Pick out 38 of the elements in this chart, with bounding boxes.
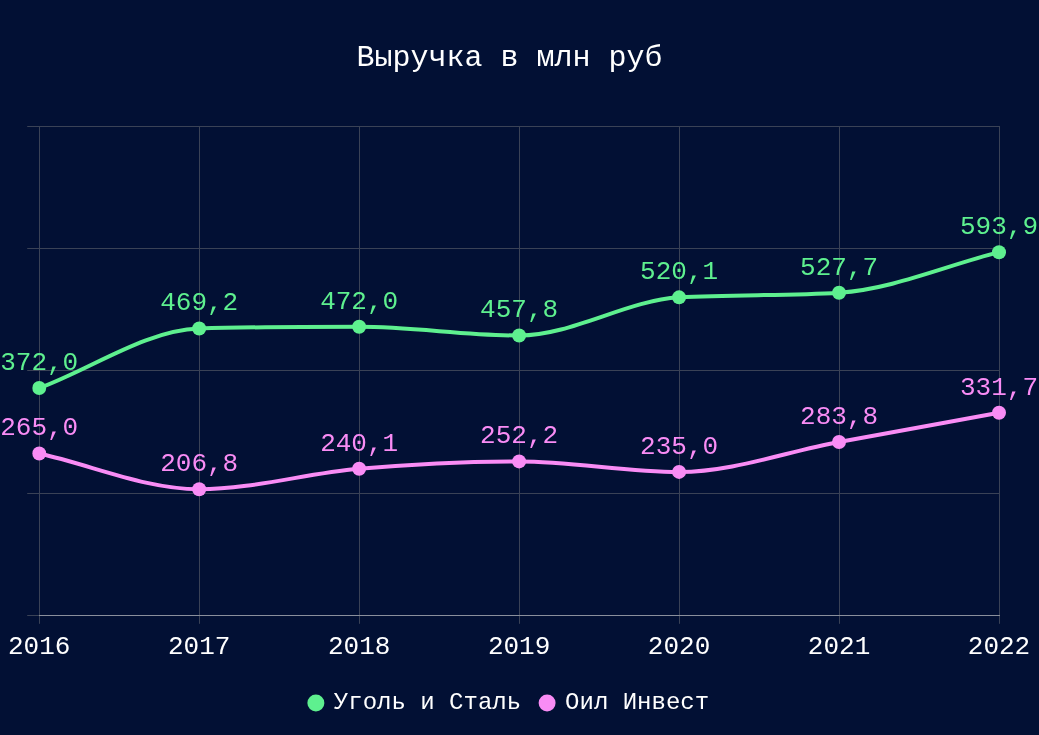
point <box>32 381 47 396</box>
data-label: 265,0 <box>0 413 79 444</box>
data-label: 283,8 <box>800 401 879 432</box>
data-label: 331,7 <box>959 372 1039 403</box>
chart-title: Выручка в млн руб <box>356 40 663 75</box>
data-label: 527,7 <box>800 252 879 283</box>
legend-label: Уголь и Сталь <box>333 689 522 717</box>
point <box>32 446 47 461</box>
data-label: 469,2 <box>160 288 239 319</box>
point <box>832 285 847 300</box>
x-tick-label: 2020 <box>647 632 711 663</box>
legend-label: Оил Инвест <box>565 689 710 717</box>
data-label: 372,0 <box>0 347 79 378</box>
data-label: 472,0 <box>320 286 399 317</box>
data-label: 520,1 <box>640 257 719 288</box>
x-tick-label: 2022 <box>967 632 1031 663</box>
data-label: 252,2 <box>480 421 559 452</box>
data-label: 235,0 <box>640 431 719 462</box>
point <box>512 454 527 469</box>
point <box>992 245 1006 260</box>
data-label: 457,8 <box>480 295 559 326</box>
x-tick-label: 2021 <box>807 632 871 663</box>
point <box>832 435 847 450</box>
x-tick-label: 2017 <box>167 632 231 663</box>
x-tick-label: 2019 <box>487 632 551 663</box>
x-tick-label: 2016 <box>7 632 71 663</box>
point <box>352 319 367 334</box>
point <box>672 464 687 479</box>
point <box>992 405 1006 420</box>
point <box>192 482 207 497</box>
data-label: 240,1 <box>320 428 399 459</box>
point <box>672 290 687 305</box>
data-label: 593,9 <box>959 212 1039 243</box>
x-tick-label: 2018 <box>327 632 391 663</box>
point <box>352 461 367 476</box>
point <box>192 321 207 336</box>
point <box>512 328 527 343</box>
data-label: 206,8 <box>160 449 239 480</box>
